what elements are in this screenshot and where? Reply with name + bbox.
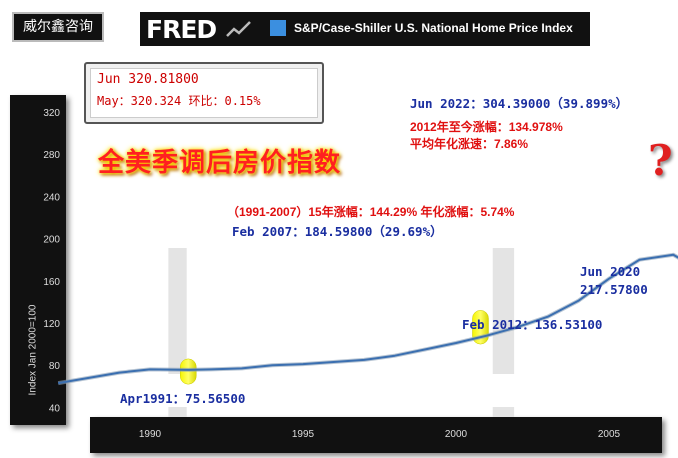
question-mark: ?: [648, 136, 673, 185]
fred-logo: FRED: [146, 15, 217, 44]
recession-band-foot-0: [168, 407, 187, 417]
annotation-jun2020-label: Jun 2020: [580, 264, 640, 279]
series-title: S&P/Case-Shiller U.S. National Home Pric…: [294, 21, 573, 35]
x-tick-2005: 2005: [598, 429, 621, 440]
info-line-1: Jun 320.81800: [97, 72, 199, 87]
annotation-jun2022: Jun 2022：304.39000（39.899%）: [410, 96, 628, 111]
y-tick-280: 280: [43, 150, 60, 161]
series-color-swatch: [270, 20, 286, 36]
annotation-jun2020-value: 217.57800: [580, 282, 648, 297]
annotation-feb2007: Feb 2007：184.59800（29.69%）: [232, 224, 443, 239]
y-tick-200: 200: [43, 235, 60, 246]
y-tick-40: 40: [49, 403, 61, 414]
annotation-since-2012: 2012年至今涨幅：134.978%: [410, 119, 563, 134]
line-chart-icon: [226, 21, 251, 37]
y-tick-320: 320: [43, 108, 60, 119]
brand-label: 威尔鑫咨询: [12, 12, 104, 42]
series-line-0: [58, 253, 678, 385]
annotation-apr1991: Apr1991：75.56500: [120, 391, 245, 406]
x-tick-1990: 1990: [139, 429, 162, 440]
recession-band-foot-1: [492, 407, 515, 417]
y-axis-panel: Index Jan 2000=100: [10, 95, 66, 425]
y-tick-120: 120: [43, 319, 60, 330]
annotation-feb2012: Feb 2012：136.53100: [462, 317, 602, 332]
y-tick-240: 240: [43, 192, 60, 203]
recession-band-1: [492, 248, 515, 374]
info-line-2: May：320.324 环比：0.15%: [97, 94, 261, 108]
y-tick-80: 80: [49, 361, 61, 372]
chart-banner-title: 全美季调后房价指数: [98, 148, 342, 178]
fred-header: FRED S&P/Case-Shiller U.S. National Home…: [140, 12, 590, 46]
annotation-since-2012-rate: 平均年化涨速：7.86%: [410, 136, 528, 151]
annotation-1991-2007: （1991-2007）15年涨幅：144.29% 年化涨幅：5.74%: [227, 204, 515, 219]
x-axis-panel: [90, 417, 662, 453]
latest-value-box: Jun 320.81800 May：320.324 环比：0.15%: [84, 62, 324, 124]
recession-band-0: [168, 248, 187, 374]
x-tick-2000: 2000: [445, 429, 468, 440]
y-tick-160: 160: [43, 277, 60, 288]
series-line-glow-0: [57, 252, 678, 386]
x-tick-1995: 1995: [292, 429, 315, 440]
